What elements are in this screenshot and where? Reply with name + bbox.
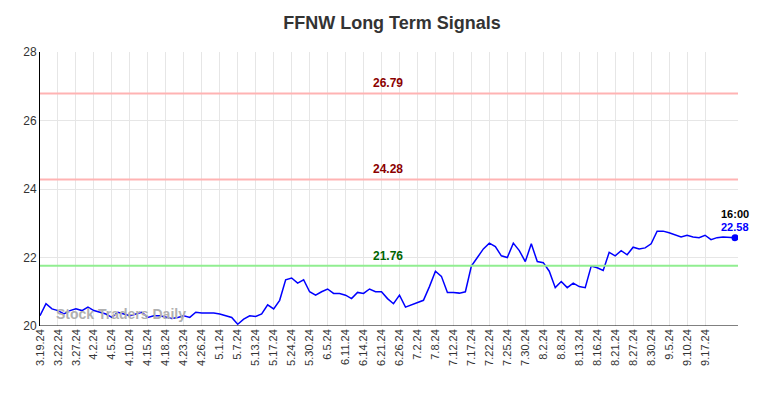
svg-text:24.28: 24.28 <box>373 162 403 176</box>
svg-text:8.16.24: 8.16.24 <box>591 329 603 366</box>
svg-text:5.17.24: 5.17.24 <box>267 329 279 366</box>
svg-text:7.30.24: 7.30.24 <box>519 329 531 366</box>
svg-text:8.13.24: 8.13.24 <box>573 329 585 366</box>
svg-text:4.5.24: 4.5.24 <box>105 329 117 360</box>
svg-text:6.21.24: 6.21.24 <box>375 329 387 366</box>
svg-text:26: 26 <box>23 114 37 128</box>
svg-text:6.11.24: 6.11.24 <box>339 329 351 365</box>
svg-text:16:00: 16:00 <box>721 208 749 220</box>
svg-text:22.58: 22.58 <box>721 221 749 233</box>
svg-text:7.2.24: 7.2.24 <box>411 329 423 360</box>
svg-text:9.10.24: 9.10.24 <box>681 329 693 366</box>
svg-text:7.25.24: 7.25.24 <box>501 329 513 366</box>
svg-text:24: 24 <box>23 182 37 196</box>
svg-text:7.22.24: 7.22.24 <box>483 329 495 366</box>
svg-text:Stock Traders Daily: Stock Traders Daily <box>56 306 186 322</box>
svg-text:4.2.24: 4.2.24 <box>87 329 99 360</box>
svg-text:28: 28 <box>23 45 37 59</box>
svg-text:5.1.24: 5.1.24 <box>213 329 225 360</box>
svg-text:4.23.24: 4.23.24 <box>177 329 189 366</box>
svg-text:6.14.24: 6.14.24 <box>357 329 369 366</box>
svg-text:8.30.24: 8.30.24 <box>645 329 657 366</box>
svg-text:8.21.24: 8.21.24 <box>609 329 621 366</box>
svg-text:5.30.24: 5.30.24 <box>303 329 315 366</box>
svg-text:5.24.24: 5.24.24 <box>285 329 297 366</box>
svg-text:9.5.24: 9.5.24 <box>663 329 675 360</box>
svg-text:3.19.24: 3.19.24 <box>34 329 46 366</box>
svg-text:3.22.24: 3.22.24 <box>52 329 64 366</box>
svg-text:FFNW Long Term Signals: FFNW Long Term Signals <box>283 13 501 33</box>
svg-text:4.10.24: 4.10.24 <box>123 329 135 366</box>
svg-text:8.2.24: 8.2.24 <box>537 329 549 360</box>
svg-text:6.5.24: 6.5.24 <box>321 329 333 360</box>
svg-text:22: 22 <box>23 251 37 265</box>
svg-text:26.79: 26.79 <box>373 76 403 90</box>
svg-text:7.8.24: 7.8.24 <box>429 329 441 360</box>
svg-text:7.17.24: 7.17.24 <box>465 329 477 366</box>
svg-text:3.27.24: 3.27.24 <box>70 329 82 366</box>
svg-text:4.18.24: 4.18.24 <box>159 329 171 366</box>
svg-text:8.8.24: 8.8.24 <box>555 329 567 360</box>
svg-text:21.76: 21.76 <box>373 249 403 263</box>
svg-text:9.17.24: 9.17.24 <box>699 329 711 366</box>
svg-text:7.12.24: 7.12.24 <box>447 329 459 366</box>
svg-text:5.7.24: 5.7.24 <box>231 329 243 360</box>
svg-text:20: 20 <box>23 319 37 333</box>
svg-text:6.26.24: 6.26.24 <box>393 329 405 366</box>
svg-text:4.26.24: 4.26.24 <box>195 329 207 366</box>
svg-text:5.13.24: 5.13.24 <box>249 329 261 366</box>
svg-text:4.15.24: 4.15.24 <box>141 329 153 366</box>
svg-text:8.27.24: 8.27.24 <box>627 329 639 366</box>
